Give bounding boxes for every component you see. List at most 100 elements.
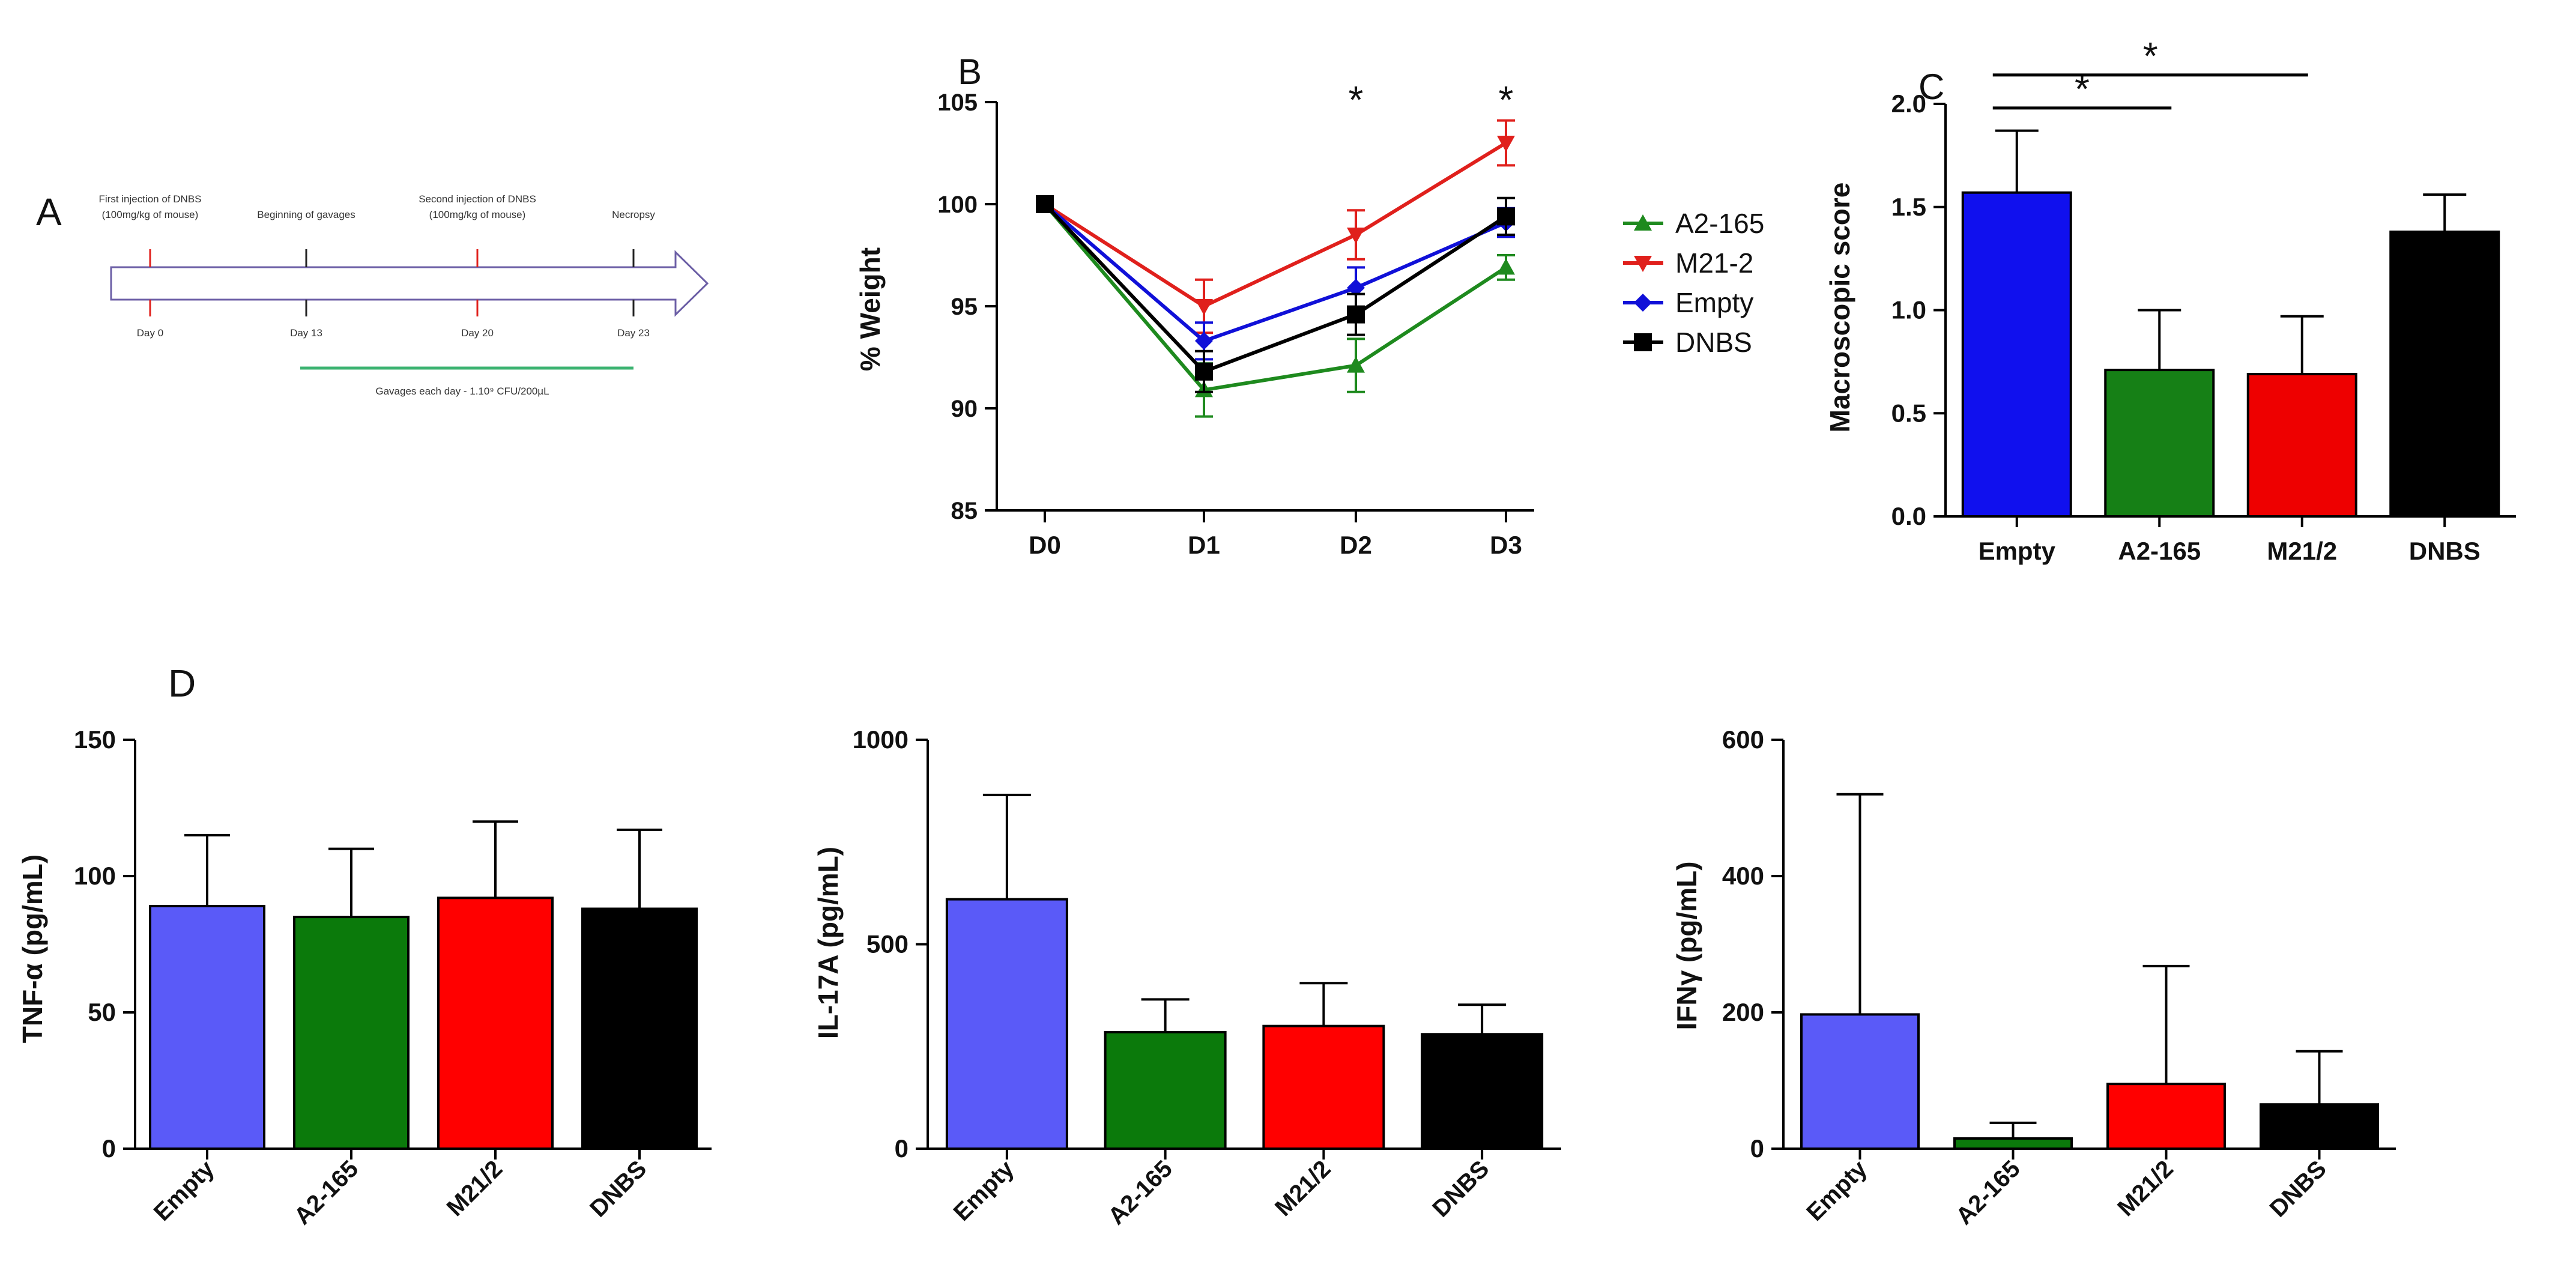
weight-legend-label-dnbs: DNBS [1675,327,1752,358]
ifng-y-tick-label: 0 [1750,1134,1764,1163]
timeline-events: First injection of DNBS (100mg/kg of mous… [99,193,656,339]
panel-d-letter: D [168,662,196,705]
weight-series [1036,119,1515,418]
ifng-y-axis-label: IFNγ (pg/mL) [1671,861,1702,1030]
weight-point-a2-165 [1347,356,1365,373]
weight-legend: A2-165 M21-2 Empty DNBS [1623,208,1764,358]
macroscopic-bar-a2-165 [2104,369,2215,518]
macroscopic-y-tick-label: 1.5 [1891,193,1926,221]
panel-c-macroscopic-chart: C Macroscopic score 0.0 0.5 1.0 1.5 2.0 Empty… [1824,34,2516,565]
weight-star-d2: * [1349,78,1364,121]
ifng-category-label-dnbs: DNBS [2265,1155,2332,1222]
macroscopic-category-label-a2-165: A2-165 [2118,537,2201,565]
weight-x-tick-label-d2: D2 [1340,531,1372,559]
il17a-bars: 0 500 1000 Empty A2-165 M21/2 DNBS [853,725,1561,1230]
il17a-category-label-empty: Empty [949,1155,1020,1226]
weight-x-tick-label-d3: D3 [1490,531,1522,559]
weight-legend-label-a2-165: A2-165 [1675,208,1764,239]
tnf-y-tick-label: 150 [74,725,116,754]
ifng-bar-a2-165 [1953,1137,2073,1150]
weight-significance: * * [1349,78,1514,121]
tnf-y-tick-label: 100 [74,862,116,890]
il17a-y-axis-label: IL-17A (pg/mL) [812,847,844,1039]
tnf-bars: 0 50 100 150 Empty A2-165 M21/2 DNBS [74,725,712,1230]
weight-legend-marker-m21-2 [1634,256,1652,272]
weight-point-dnbs [1347,305,1365,324]
weight-y-tick-label: 105 [937,89,978,116]
weight-legend-label-empty: Empty [1675,287,1753,318]
panel-c-letter: C [1918,67,1944,107]
ifng-bar-dnbs [2260,1103,2379,1150]
ifng-category-label-m21-2: M21/2 [2112,1155,2178,1221]
ifng-bars: 0 200 400 600 Empty A2-165 M21/2 DNBS [1722,725,2396,1230]
timeline-arrow [110,250,709,317]
timeline-day-label-day-20: Day 20 [461,327,494,339]
weight-point-a2-165 [1497,258,1515,275]
ifng-bar-empty [1800,1013,1920,1150]
timeline-event-label-day-20: Second injection of DNBS [419,193,536,205]
il17a-y-tick-label: 0 [895,1134,909,1163]
weight-series-line-m21-2 [1044,141,1507,309]
gavage-period-label: Gavages each day - 1.10⁹ CFU/200µL [375,386,549,397]
tnf-bar-empty [149,904,265,1150]
il17a-category-label-dnbs: DNBS [1427,1155,1494,1222]
il17a-bar-dnbs [1421,1033,1544,1150]
il17a-y-tick-label: 1000 [853,725,909,754]
il17a-category-label-a2-165: A2-165 [1103,1155,1178,1230]
weight-star-d3: * [1499,78,1514,121]
weight-point-m21-2 [1347,228,1365,244]
tnf-y-axis-label: TNF-α (pg/mL) [17,854,48,1043]
ifng-y-tick-label: 200 [1722,998,1764,1026]
weight-y-tick-label: 85 [951,498,978,524]
weight-point-dnbs [1195,362,1213,381]
tnf-category-label-empty: Empty [149,1155,220,1226]
weight-series-line-dnbs [1043,202,1507,374]
ifng-category-label-empty: Empty [1801,1155,1872,1226]
timeline-event-label-day-0: First injection of DNBS [99,193,202,205]
macroscopic-y-tick-label: 0.0 [1891,502,1926,530]
timeline-event-label-day-20: (100mg/kg of mouse) [429,209,526,220]
weight-series-line-empty [1044,202,1507,343]
macroscopic-category-label-m21-2: M21/2 [2267,537,2337,565]
tnf-bar-m21-2 [437,897,554,1150]
macroscopic-category-label-empty: Empty [1979,537,2056,565]
weight-y-tick-label: 100 [937,192,978,218]
timeline-event-label-day-13: Beginning of gavages [257,209,355,220]
macroscopic-significance: ** [1992,34,2308,110]
macroscopic-y-tick-label: 0.5 [1891,399,1926,427]
macroscopic-bars: 0.0 0.5 1.0 1.5 2.0 Empty A2-165 M21/2 DNBS [1891,89,2516,565]
macroscopic-bar-m21-2 [2246,372,2357,518]
macroscopic-bar-dnbs [2389,230,2500,518]
il17a-bar-m21-2 [1262,1024,1385,1150]
ifng-y-tick-label: 600 [1722,725,1764,754]
weight-y-tick-label: 95 [951,294,978,320]
weight-point-empty [1347,279,1365,297]
tnf-y-tick-label: 0 [102,1134,116,1163]
tnf-bar-dnbs [581,907,698,1150]
weight-axes: 85 90 95 100 105 D0 D1 D2 D3 [937,89,1534,559]
weight-point-dnbs [1497,207,1515,226]
panel-a-timeline: A Gavages each day - 1.10⁹ CFU/200µL Fir… [36,190,709,397]
timeline-event-label-day-0: (100mg/kg of mouse) [102,209,199,220]
weight-y-tick-label: 90 [951,396,978,422]
weight-point-dnbs [1036,195,1054,213]
tnf-category-label-a2-165: A2-165 [289,1155,363,1230]
weight-y-axis-label: % Weight [854,247,886,371]
ifng-bar-m21-2 [2106,1083,2226,1150]
il17a-category-label-m21-2: M21/2 [1270,1155,1336,1221]
weight-point-m21-2 [1497,136,1515,152]
il17a-bar-empty [945,898,1068,1150]
weight-x-tick-label-d0: D0 [1029,531,1061,559]
macroscopic-bar-empty [1961,191,2072,518]
weight-legend-marker-dnbs [1634,333,1652,351]
macroscopic-category-label-dnbs: DNBS [2409,537,2481,565]
weight-x-tick-label-d1: D1 [1188,531,1220,559]
weight-point-m21-2 [1195,299,1213,315]
il17a-y-tick-label: 500 [866,930,909,958]
tnf-category-label-m21-2: M21/2 [442,1155,508,1221]
panel-d-cytokine-charts: D TNF-α (pg/mL) IL-17A (pg/mL) IFNγ (pg/… [17,662,2396,1230]
weight-point-empty [1195,331,1213,350]
panel-b-letter: B [958,52,982,92]
